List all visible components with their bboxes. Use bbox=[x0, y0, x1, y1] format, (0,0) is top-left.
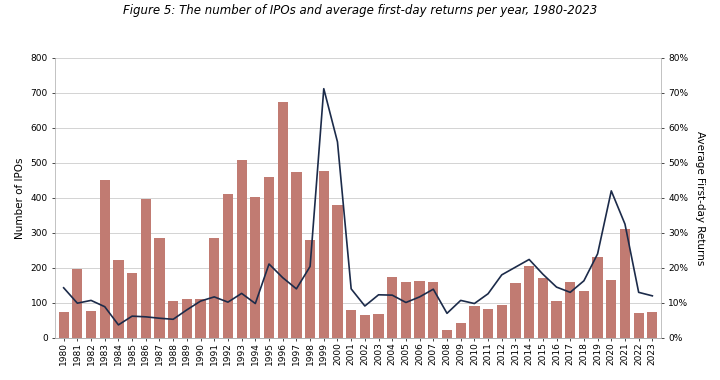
Y-axis label: Average First-day Returns: Average First-day Returns bbox=[695, 131, 705, 265]
Bar bbox=[456, 323, 466, 338]
Bar bbox=[360, 315, 370, 338]
Bar bbox=[305, 239, 315, 338]
Bar bbox=[634, 313, 644, 338]
Bar bbox=[181, 299, 192, 338]
Bar bbox=[442, 331, 452, 338]
Bar bbox=[606, 280, 616, 338]
Bar bbox=[510, 283, 521, 338]
Bar bbox=[374, 314, 384, 338]
Bar bbox=[236, 160, 247, 338]
Bar bbox=[469, 306, 480, 338]
Bar bbox=[264, 177, 274, 338]
Bar bbox=[113, 260, 124, 338]
Bar bbox=[195, 299, 206, 338]
Bar bbox=[647, 312, 657, 338]
Bar bbox=[552, 301, 562, 338]
Bar bbox=[58, 312, 69, 338]
Bar bbox=[483, 309, 493, 338]
Bar bbox=[292, 172, 302, 338]
Bar bbox=[538, 278, 548, 338]
Bar bbox=[140, 199, 151, 338]
Bar bbox=[620, 229, 630, 338]
Bar bbox=[99, 180, 110, 338]
Bar bbox=[278, 101, 288, 338]
Bar bbox=[168, 301, 179, 338]
Bar bbox=[524, 266, 534, 338]
Bar bbox=[346, 310, 356, 338]
Bar bbox=[565, 282, 575, 338]
Bar bbox=[319, 171, 329, 338]
Bar bbox=[415, 281, 425, 338]
Bar bbox=[428, 282, 438, 338]
Bar bbox=[333, 204, 343, 338]
Bar bbox=[579, 291, 589, 338]
Bar bbox=[401, 282, 411, 338]
Bar bbox=[72, 269, 83, 338]
Bar bbox=[86, 311, 96, 338]
Bar bbox=[209, 238, 220, 338]
Bar bbox=[593, 256, 603, 338]
Bar bbox=[127, 273, 138, 338]
Bar bbox=[154, 238, 165, 338]
Bar bbox=[497, 305, 507, 338]
Y-axis label: Number of IPOs: Number of IPOs bbox=[15, 157, 25, 239]
Text: Figure 5: The number of IPOs and average first-day returns per year, 1980-2023: Figure 5: The number of IPOs and average… bbox=[123, 4, 597, 17]
Bar bbox=[222, 194, 233, 338]
Bar bbox=[387, 277, 397, 338]
Bar bbox=[250, 197, 261, 338]
